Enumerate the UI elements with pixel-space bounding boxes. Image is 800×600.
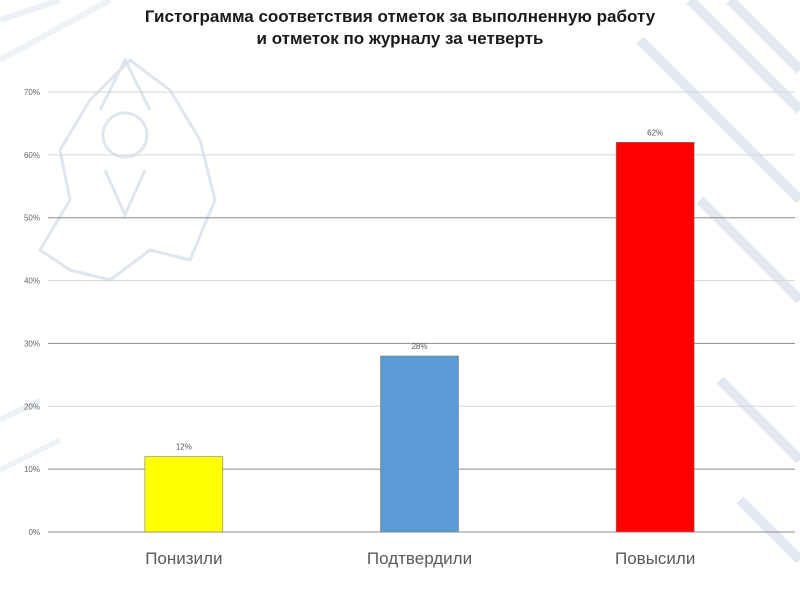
chart-title: Гистограмма соответствия отметок за выпо…: [60, 6, 740, 50]
bar-3: [615, 141, 695, 533]
y-tick-label: 70%: [24, 88, 40, 97]
data-label: 62%: [647, 128, 663, 137]
y-tick-label: 50%: [24, 214, 40, 223]
y-tick-label: 20%: [24, 402, 40, 411]
data-label: 12%: [176, 443, 192, 452]
y-tick-label: 30%: [24, 339, 40, 348]
chart-title-line-2: и отметок по журналу за четверть: [256, 29, 544, 48]
chart-title-line-1: Гистограмма соответствия отметок за выпо…: [144, 7, 656, 26]
bar-1: [144, 456, 224, 533]
data-label: 28%: [411, 342, 427, 351]
x-tick-label: Подтвердили: [367, 549, 472, 568]
y-tick-label: 40%: [24, 277, 40, 286]
y-tick-label: 10%: [24, 465, 40, 474]
y-tick-label: 60%: [24, 151, 40, 160]
bar-2: [380, 355, 459, 533]
x-tick-label: Повысили: [615, 549, 695, 568]
x-tick-label: Понизили: [145, 549, 222, 568]
y-tick-label: 0%: [28, 528, 40, 537]
